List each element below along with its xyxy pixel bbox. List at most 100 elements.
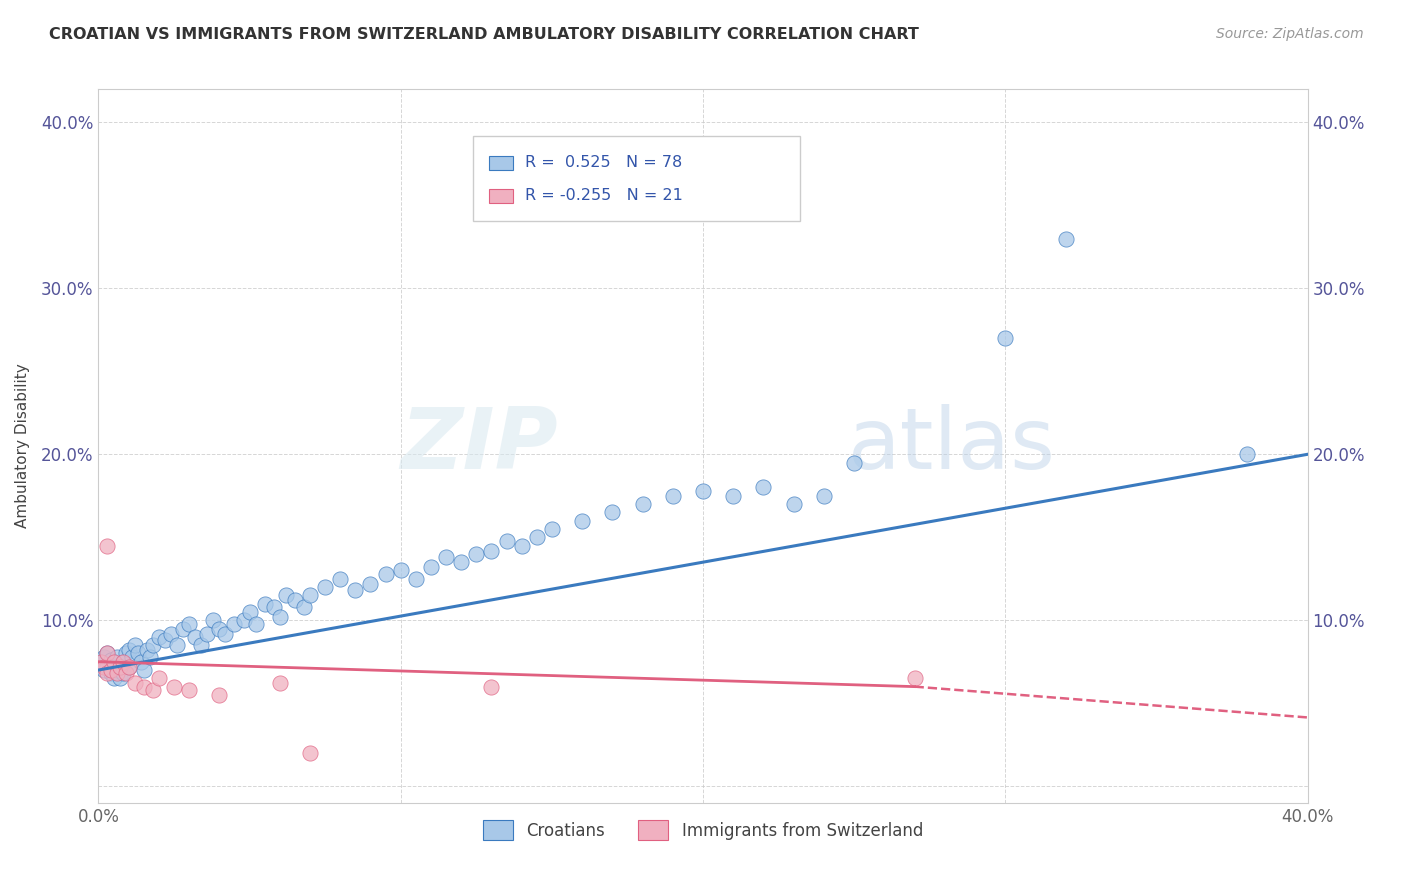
- Point: [994, 331, 1017, 345]
- Point: [450, 555, 472, 569]
- Point: [148, 630, 170, 644]
- Point: [103, 659, 125, 673]
- Point: [481, 543, 503, 558]
- Point: [124, 676, 146, 690]
- Point: [526, 530, 548, 544]
- Point: [360, 576, 382, 591]
- Point: [111, 655, 134, 669]
- Point: [253, 597, 276, 611]
- Point: [344, 583, 367, 598]
- Point: [692, 483, 714, 498]
- FancyBboxPatch shape: [489, 188, 513, 202]
- Point: [100, 663, 122, 677]
- Point: [571, 514, 593, 528]
- Point: [904, 671, 927, 685]
- Point: [127, 647, 149, 661]
- Point: [602, 505, 624, 519]
- Point: [1054, 231, 1077, 245]
- Point: [139, 649, 162, 664]
- Point: [481, 680, 503, 694]
- Point: [96, 666, 118, 681]
- Point: [121, 649, 143, 664]
- Text: atlas: atlas: [848, 404, 1056, 488]
- Point: [269, 610, 291, 624]
- Point: [844, 456, 866, 470]
- Point: [661, 489, 683, 503]
- Point: [224, 616, 246, 631]
- Point: [299, 746, 322, 760]
- Point: [105, 666, 128, 681]
- Point: [96, 539, 118, 553]
- Point: [96, 647, 118, 661]
- Point: [90, 655, 112, 669]
- Text: R =  0.525   N = 78: R = 0.525 N = 78: [526, 155, 682, 170]
- Point: [232, 613, 254, 627]
- Point: [172, 622, 194, 636]
- Point: [90, 655, 112, 669]
- Point: [434, 550, 457, 565]
- Point: [93, 659, 115, 673]
- Point: [103, 671, 125, 685]
- Point: [208, 688, 231, 702]
- Point: [179, 682, 201, 697]
- Point: [274, 588, 297, 602]
- Point: [100, 653, 122, 667]
- Point: [160, 626, 183, 640]
- Point: [540, 522, 562, 536]
- Point: [510, 539, 533, 553]
- Point: [329, 572, 352, 586]
- Point: [284, 593, 307, 607]
- Point: [114, 647, 136, 661]
- Point: [108, 659, 131, 673]
- Point: [179, 616, 201, 631]
- Point: [105, 663, 128, 677]
- Point: [299, 588, 322, 602]
- Point: [118, 659, 141, 673]
- Point: [208, 622, 231, 636]
- Point: [1236, 447, 1258, 461]
- Point: [124, 638, 146, 652]
- Point: [132, 680, 155, 694]
- Point: [190, 638, 212, 652]
- Y-axis label: Ambulatory Disability: Ambulatory Disability: [15, 364, 30, 528]
- Point: [108, 659, 131, 673]
- Point: [111, 655, 134, 669]
- Point: [103, 655, 125, 669]
- Point: [495, 533, 517, 548]
- Point: [163, 680, 186, 694]
- Point: [118, 643, 141, 657]
- Point: [752, 481, 775, 495]
- Point: [135, 643, 157, 657]
- Point: [100, 666, 122, 681]
- Point: [96, 659, 118, 673]
- Point: [105, 649, 128, 664]
- FancyBboxPatch shape: [489, 155, 513, 169]
- Text: Source: ZipAtlas.com: Source: ZipAtlas.com: [1216, 27, 1364, 41]
- Point: [184, 630, 207, 644]
- Point: [631, 497, 654, 511]
- Point: [118, 659, 141, 673]
- Text: ZIP: ZIP: [401, 404, 558, 488]
- Point: [202, 613, 225, 627]
- Point: [783, 497, 806, 511]
- Point: [420, 560, 443, 574]
- Point: [195, 626, 218, 640]
- Point: [465, 547, 488, 561]
- Point: [93, 663, 115, 677]
- Point: [214, 626, 236, 640]
- Point: [166, 638, 188, 652]
- Point: [389, 564, 412, 578]
- Point: [108, 671, 131, 685]
- Point: [245, 616, 267, 631]
- Point: [292, 599, 315, 614]
- Point: [263, 599, 285, 614]
- Point: [111, 666, 134, 681]
- Point: [142, 682, 165, 697]
- Point: [239, 605, 262, 619]
- Point: [374, 566, 396, 581]
- Point: [129, 655, 152, 669]
- Point: [723, 489, 745, 503]
- Point: [132, 663, 155, 677]
- Text: R = -0.255   N = 21: R = -0.255 N = 21: [526, 188, 683, 203]
- Point: [148, 671, 170, 685]
